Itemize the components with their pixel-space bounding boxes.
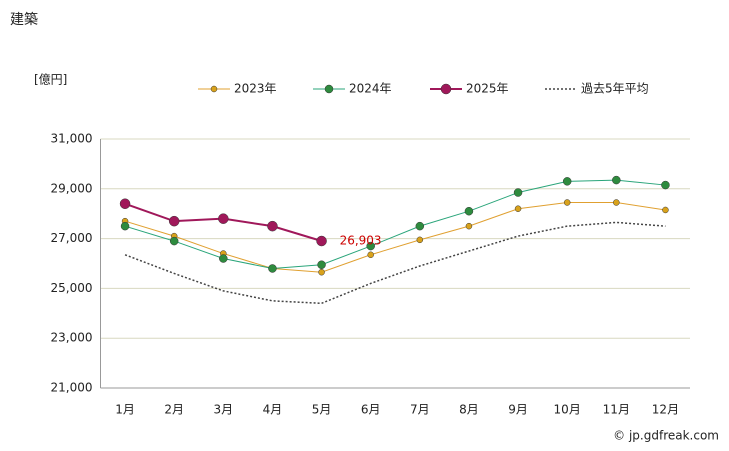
series-line — [124, 221, 666, 305]
point — [415, 221, 425, 231]
y-tick-label: 29,000 — [51, 181, 93, 195]
x-tick-label: 3月 — [213, 403, 233, 417]
x-tick-label: 8月 — [459, 403, 479, 417]
point — [367, 251, 374, 259]
point — [219, 254, 228, 263]
y-axis-label: [億円] — [34, 73, 67, 87]
y-tick-label: 23,000 — [51, 331, 93, 345]
series-line — [124, 201, 666, 273]
y-tick-label: 31,000 — [51, 132, 93, 146]
point — [218, 213, 229, 224]
legend-marker — [210, 85, 218, 93]
point — [316, 235, 327, 247]
x-tick-label: 5月 — [312, 403, 332, 417]
point — [168, 215, 180, 227]
y-tick-label: 25,000 — [51, 281, 93, 295]
x-tick-label: 2月 — [164, 403, 184, 417]
x-tick-label: 10月 — [554, 403, 581, 417]
point — [169, 236, 179, 246]
credit: © jp.gdfreak.com — [613, 429, 719, 443]
point — [661, 180, 670, 190]
y-tick-label: 21,000 — [51, 381, 93, 395]
point — [612, 175, 621, 185]
point — [268, 264, 277, 273]
point — [267, 220, 278, 232]
point — [317, 260, 326, 269]
x-tick-label: 9月 — [508, 403, 528, 417]
point — [563, 199, 571, 206]
legend-label: 2024年 — [349, 82, 392, 96]
legend-marker — [440, 83, 452, 95]
point — [514, 205, 522, 212]
legend-label: 過去5年平均 — [581, 82, 649, 96]
point — [562, 177, 572, 186]
x-tick-label: 12月 — [652, 403, 679, 417]
point — [513, 188, 523, 197]
chart-title: 建築 — [10, 12, 38, 28]
legend-marker — [324, 84, 334, 94]
x-tick-label: 6月 — [361, 403, 381, 417]
point — [613, 199, 620, 206]
data-label: 26,903 — [340, 234, 382, 248]
point — [366, 241, 375, 251]
x-tick-label: 7月 — [410, 403, 430, 417]
x-tick-label: 11月 — [603, 403, 630, 417]
point — [465, 222, 473, 230]
point — [119, 198, 131, 209]
point — [464, 206, 474, 216]
point — [416, 236, 424, 244]
series-line — [124, 179, 666, 269]
point — [120, 221, 130, 231]
legend-label: 2023年 — [234, 82, 277, 96]
x-tick-label: 1月 — [115, 403, 135, 417]
y-tick-label: 27,000 — [51, 231, 93, 245]
point — [662, 206, 669, 214]
legend-label: 2025年 — [466, 82, 509, 96]
x-tick-label: 4月 — [263, 403, 283, 417]
point — [318, 268, 325, 276]
